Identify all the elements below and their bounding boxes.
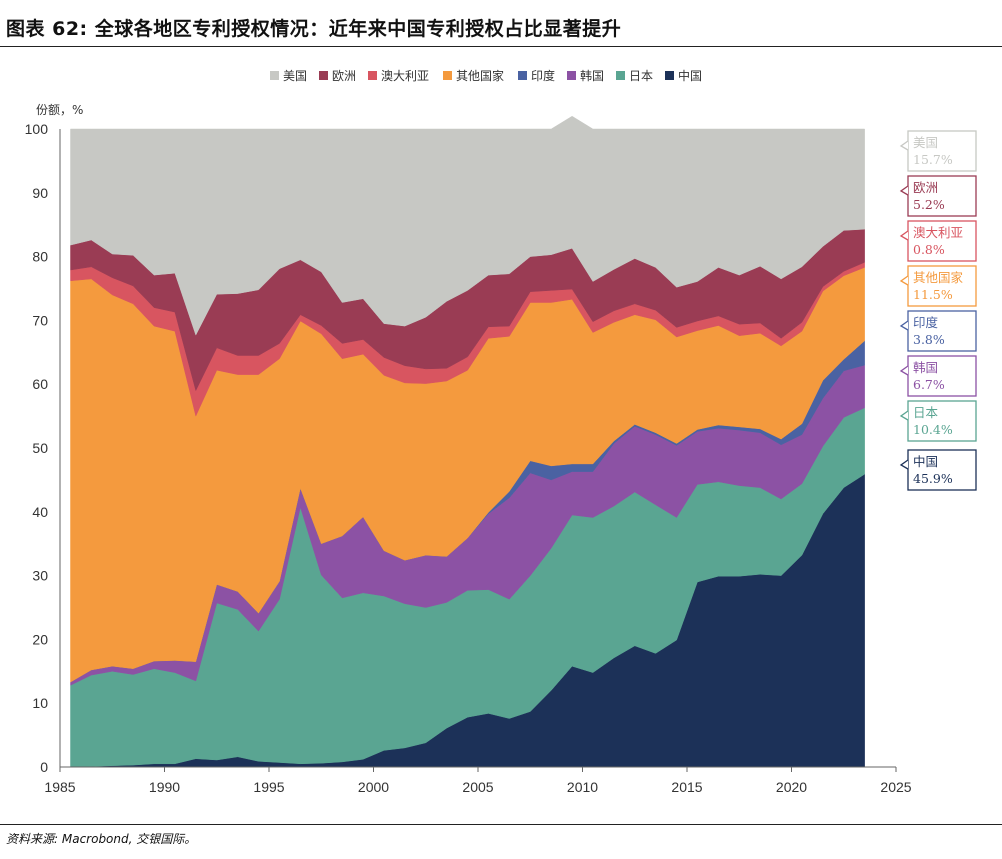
callout-澳大利亚: 澳大利亚 0.8% [899,220,977,262]
callout-pointer [899,275,909,286]
y-tick-label: 10 [32,695,48,711]
legend: 美国 欧洲 澳大利亚 其他国家 印度 韩国 日本 中国 [270,68,702,83]
callout-value: 10.4% [913,422,953,437]
legend-label: 欧洲 [332,69,356,83]
y-tick-label: 50 [32,440,48,456]
area-美国 [70,115,865,336]
callout-name: 中国 [913,454,938,469]
legend-item: 韩国 [567,68,604,83]
callout-其他国家: 其他国家 11.5% [899,265,977,307]
x-tick-label: 2020 [776,779,807,795]
y-tick-label: 70 [32,312,48,328]
y-tick-label: 100 [25,121,49,137]
callout-pointer [899,320,909,331]
callout-韩国: 韩国 6.7% [899,355,977,397]
y-tick-label: 60 [32,376,48,392]
y-tick-label: 40 [32,504,48,520]
legend-item: 澳大利亚 [368,69,429,83]
y-tick-label: 80 [32,249,48,265]
x-tick-label: 2005 [462,779,493,795]
title-divider [0,46,1002,47]
value-callouts: 美国 15.7% 欧洲 5.2% 澳大利亚 0.8% 其他国家 11.5% 印度 3.8% 韩国 6.… [899,130,977,491]
callout-pointer [899,365,909,376]
callout-pointer [899,140,909,151]
y-tick-label: 30 [32,568,48,584]
x-tick-label: 1985 [44,779,75,795]
callout-pointer [899,459,909,470]
legend-swatch [319,71,328,80]
callout-美国: 美国 15.7% [899,130,977,172]
x-tick-label: 2000 [358,779,389,795]
x-tick-label: 2025 [880,779,911,795]
callout-日本: 日本 10.4% [899,400,977,442]
legend-label: 日本 [629,69,653,83]
y-tick-label: 20 [32,631,48,647]
legend-swatch [567,71,576,80]
callout-name: 其他国家 [913,270,964,285]
legend-swatch [368,71,377,80]
source-note: 资料来源: Macrobond, 交银国际。 [6,832,197,846]
callout-value: 3.8% [913,332,945,347]
legend-label: 其他国家 [456,68,504,83]
legend-item: 印度 [518,68,555,83]
legend-swatch [270,71,279,80]
callout-name: 印度 [913,315,939,330]
stacked-area-chart: 美国 欧洲 澳大利亚 其他国家 印度 韩国 日本 中国 份额，% 01020304050607… [25,68,977,795]
x-tick-labels: 1985 1990 1995 2000 2005 2010 2015 2020 2025 [44,767,912,795]
legend-label: 澳大利亚 [381,69,429,83]
legend-swatch [665,71,674,80]
callout-name: 澳大利亚 [913,225,963,240]
callout-name: 日本 [913,405,939,420]
callout-name: 美国 [913,135,938,150]
callout-value: 11.5% [913,287,953,302]
legend-label: 中国 [678,68,702,83]
callout-name: 欧洲 [913,180,938,195]
legend-swatch [518,71,527,80]
callout-box [907,400,977,442]
callout-box [907,449,977,491]
y-axis-label: 份额，% [36,103,83,117]
callout-box [907,130,977,172]
legend-item: 美国 [270,69,307,83]
callout-欧洲: 欧洲 5.2% [899,175,977,217]
legend-item: 日本 [616,69,653,83]
legend-item: 其他国家 [443,68,504,83]
x-tick-label: 2015 [671,779,702,795]
callout-box [907,175,977,217]
callout-box [907,355,977,397]
callout-value: 15.7% [913,152,953,167]
chart-title: 图表 62: 全球各地区专利授权情况：近年来中国专利授权占比显著提升 [6,18,622,40]
callout-pointer [899,410,909,421]
callout-box [907,220,977,262]
x-tick-label: 1990 [149,779,180,795]
x-tick-label: 1995 [253,779,284,795]
callout-中国: 中国 45.9% [899,449,977,491]
callout-name: 韩国 [913,360,938,375]
callout-value: 0.8% [913,242,945,257]
y-tick-labels: 0 10 20 30 40 50 60 70 80 90 100 [25,121,49,775]
legend-label: 印度 [531,68,555,83]
footer-divider [0,824,1002,825]
legend-swatch [443,71,452,80]
callout-印度: 印度 3.8% [899,310,977,352]
y-tick-label: 90 [32,185,48,201]
legend-label: 韩国 [580,68,604,83]
callout-pointer [899,230,909,241]
callout-value: 6.7% [913,377,945,392]
area-series [70,115,865,768]
legend-item: 欧洲 [319,69,356,83]
y-tick-label: 0 [40,759,48,775]
legend-label: 美国 [283,69,307,83]
callout-value: 5.2% [913,197,945,212]
callout-box [907,310,977,352]
callout-value: 45.9% [913,471,953,486]
legend-item: 中国 [665,68,702,83]
legend-swatch [616,71,625,80]
callout-box [907,265,977,307]
x-tick-label: 2010 [567,779,598,795]
callout-pointer [899,185,909,196]
